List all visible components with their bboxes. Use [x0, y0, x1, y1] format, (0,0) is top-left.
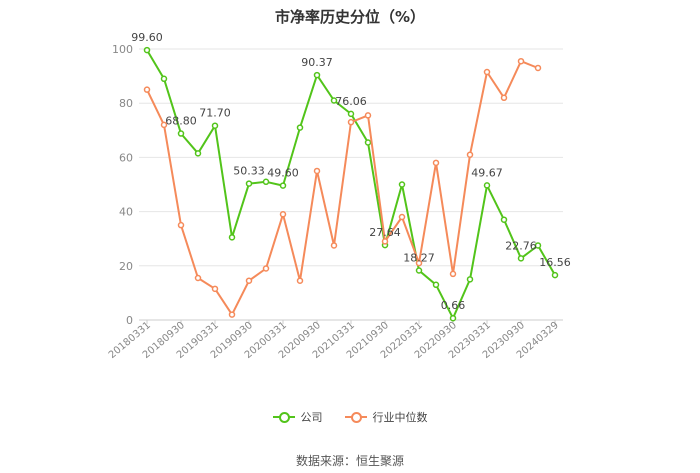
- point-company: [330, 97, 338, 104]
- point-industry-median: [177, 221, 185, 229]
- point-company: [313, 71, 321, 79]
- point-company: [500, 216, 508, 223]
- point-company: [262, 178, 270, 186]
- point-company: [517, 255, 525, 262]
- point-industry-median: [245, 277, 253, 284]
- point-industry-median: [347, 118, 355, 126]
- point-industry-median: [279, 211, 287, 218]
- point-company: [466, 276, 474, 283]
- point-company: [432, 281, 440, 289]
- data-label: 27.64: [369, 226, 401, 239]
- point-company: [177, 130, 185, 137]
- legend-swatch-company: [272, 411, 295, 423]
- y-tick-label: 40: [119, 206, 133, 219]
- data-label: 16.56: [539, 256, 571, 269]
- data-label: 50.33: [233, 165, 265, 178]
- series-line-company: [146, 49, 556, 320]
- data-label: 18.27: [403, 251, 435, 264]
- point-industry-median: [483, 68, 491, 76]
- point-company: [398, 181, 406, 188]
- data-label: 99.60: [131, 31, 163, 44]
- point-company: [551, 271, 559, 279]
- point-industry-median: [228, 311, 236, 318]
- chart-title: 市净率历史分位（%）: [274, 8, 426, 26]
- point-company: [347, 110, 355, 118]
- point-industry-median: [211, 285, 219, 293]
- data-label: 76.06: [335, 95, 367, 108]
- point-industry-median: [432, 159, 440, 167]
- point-industry-median: [534, 64, 542, 72]
- point-industry-median: [381, 238, 389, 245]
- legend-item-industry-median[interactable]: 行业中位数: [344, 409, 428, 425]
- data-label: 49.60: [267, 167, 299, 180]
- point-company: [279, 182, 287, 189]
- point-industry-median: [313, 167, 321, 175]
- y-tick-label: 100: [112, 43, 133, 56]
- point-industry-median: [296, 277, 304, 284]
- point-company: [296, 124, 304, 131]
- point-industry-median: [160, 121, 168, 129]
- series-line-industry-median: [146, 60, 539, 316]
- data-label: 71.70: [199, 107, 231, 120]
- point-company: [211, 122, 219, 129]
- y-tick-label: 80: [119, 97, 133, 110]
- point-industry-median: [415, 259, 423, 267]
- point-company: [160, 75, 168, 83]
- legend-label-industry-median: 行业中位数: [372, 411, 428, 424]
- point-company: [364, 139, 372, 146]
- data-label: 0.66: [441, 299, 466, 312]
- point-company: [143, 46, 151, 54]
- legend-swatch-industry-median: [344, 411, 367, 423]
- data-label: 49.67: [471, 166, 503, 179]
- point-company: [483, 182, 491, 189]
- point-industry-median: [330, 242, 338, 249]
- y-tick-label: 20: [119, 260, 133, 273]
- y-tick-label: 0: [126, 314, 133, 327]
- data-label: 90.37: [301, 56, 333, 69]
- point-company: [415, 267, 423, 274]
- point-industry-median: [262, 265, 270, 272]
- point-industry-median: [364, 112, 372, 119]
- point-company: [228, 234, 236, 241]
- point-industry-median: [500, 94, 508, 102]
- point-company: [449, 314, 457, 322]
- point-industry-median: [466, 151, 474, 158]
- data-source-note: 数据来源：恒生聚源: [295, 454, 404, 468]
- data-label: 22.76: [505, 239, 537, 252]
- point-industry-median: [517, 57, 525, 65]
- point-industry-median: [143, 86, 151, 93]
- point-industry-median: [398, 213, 406, 221]
- point-company: [534, 242, 542, 249]
- legend-label-company: 公司: [300, 411, 323, 424]
- point-company: [245, 180, 253, 187]
- point-industry-median: [194, 274, 202, 282]
- legend-item-company[interactable]: 公司: [272, 409, 323, 425]
- y-tick-label: 60: [119, 151, 133, 164]
- point-company: [194, 150, 202, 157]
- point-industry-median: [449, 270, 457, 278]
- legend: 公司 行业中位数: [0, 409, 700, 425]
- data-label: 68.80: [165, 115, 197, 128]
